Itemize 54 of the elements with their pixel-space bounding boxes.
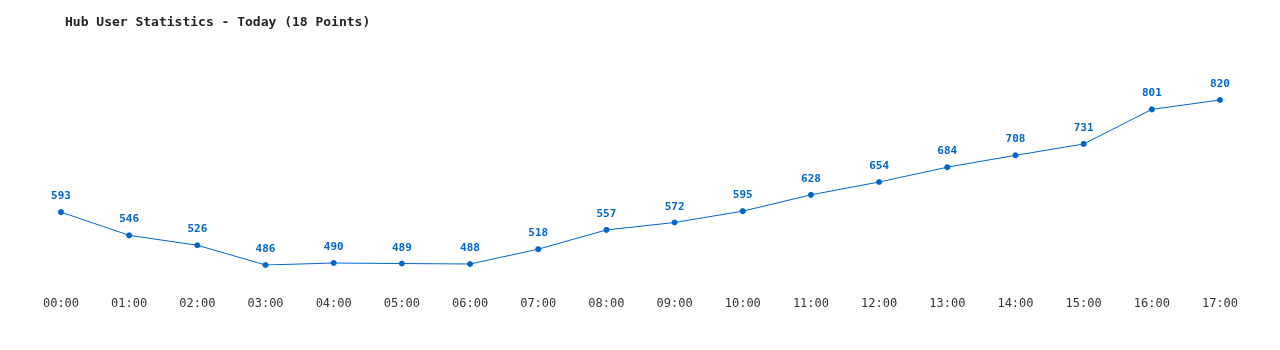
data-label: 489 <box>391 240 412 254</box>
x-tick-label: 13:00 <box>929 296 966 310</box>
data-label: 486 <box>255 242 276 255</box>
x-tick-label: 10:00 <box>724 296 761 310</box>
point <box>1080 140 1087 147</box>
data-label: 546 <box>119 212 140 226</box>
data-label: 820 <box>1210 77 1230 90</box>
point <box>535 246 542 253</box>
point <box>603 226 610 233</box>
point <box>1148 106 1155 113</box>
point <box>944 164 951 171</box>
x-tick-label: 00:00 <box>42 296 80 310</box>
point <box>467 261 474 268</box>
x-tick-label: 11:00 <box>792 296 829 310</box>
x-tick-label: 04:00 <box>315 296 352 310</box>
data-label: 557 <box>596 206 617 220</box>
x-tick-label: 07:00 <box>520 296 557 310</box>
point <box>876 179 883 185</box>
data-label: 526 <box>187 222 208 236</box>
x-tick-label: 15:00 <box>1065 296 1102 310</box>
data-label: 572 <box>664 199 685 213</box>
data-label: 684 <box>937 144 958 158</box>
x-tick-label: 08:00 <box>588 296 625 310</box>
point <box>262 262 269 268</box>
x-tick-label: 09:00 <box>656 296 693 310</box>
chart-title: Hub User Statistics - Today (18 Points) <box>65 14 371 29</box>
data-label: 518 <box>528 226 549 240</box>
point <box>1217 97 1223 103</box>
data-label: 595 <box>732 188 753 202</box>
x-tick-label: 03:00 <box>247 296 284 310</box>
point <box>330 260 337 267</box>
data-label: 801 <box>1141 86 1163 100</box>
x-tick-label: 12:00 <box>861 296 898 310</box>
point <box>194 242 201 249</box>
x-tick-label: 06:00 <box>452 296 489 310</box>
data-label: 593 <box>51 189 71 203</box>
data-label: 488 <box>460 241 480 255</box>
point <box>671 219 678 226</box>
x-tick-label: 01:00 <box>111 296 148 310</box>
data-label: 708 <box>1005 132 1026 146</box>
x-tick-label: 14:00 <box>997 296 1034 310</box>
data-label: 731 <box>1073 120 1094 134</box>
x-tick-label: 17:00 <box>1201 296 1239 310</box>
x-tick-label: 02:00 <box>179 296 216 310</box>
point <box>126 232 133 239</box>
point <box>807 191 814 198</box>
point <box>739 208 746 215</box>
x-tick-label: 05:00 <box>383 296 420 310</box>
data-label: 490 <box>323 240 344 254</box>
x-tick-label: 16:00 <box>1133 296 1170 310</box>
data-label: 654 <box>869 159 890 173</box>
point <box>58 209 64 216</box>
data-label: 628 <box>801 171 821 185</box>
point <box>398 260 405 267</box>
